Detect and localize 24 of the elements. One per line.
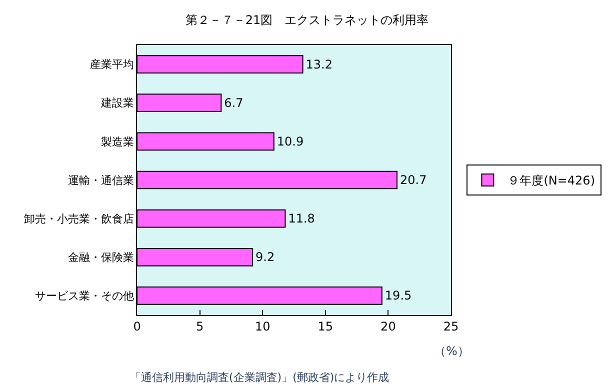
y-tick-label: サービス業・その他 [34,290,134,303]
y-tick-label: 卸売・小売業・飲食店 [24,212,134,226]
x-tick-label: 10 [254,319,270,334]
data-label: 10.9 [276,134,304,148]
x-tick-label: 25 [443,319,459,334]
y-tick-label: 金融・保険業 [68,250,134,264]
data-label: 20.7 [400,173,427,187]
x-axis-title: （%） [434,344,470,358]
y-tick-label: 建設業 [100,96,134,110]
x-tick-label: 20 [380,319,396,334]
text: 「通信利用動向調査(企業調査)」(郵政省)により作成 [130,371,390,384]
y-tick-label: 製造業 [100,135,134,148]
chart-title: 第２－７－21図 エクストラネットの利用率 [185,13,429,27]
data-label: 19.5 [384,288,412,303]
x-tick-label: 15 [318,319,334,334]
data-label: 11.8 [288,212,315,226]
legend-label: ９年度(N=426) [508,174,596,188]
y-tick-label: 運輸・通信業 [68,174,134,187]
y-tick-label: 産業平均 [90,58,134,72]
data-label: 9.2 [256,250,275,264]
data-label: 6.7 [224,96,244,110]
x-tick-label: 5 [196,319,204,334]
data-label: 13.2 [306,57,333,72]
x-tick-label: 0 [133,319,141,334]
